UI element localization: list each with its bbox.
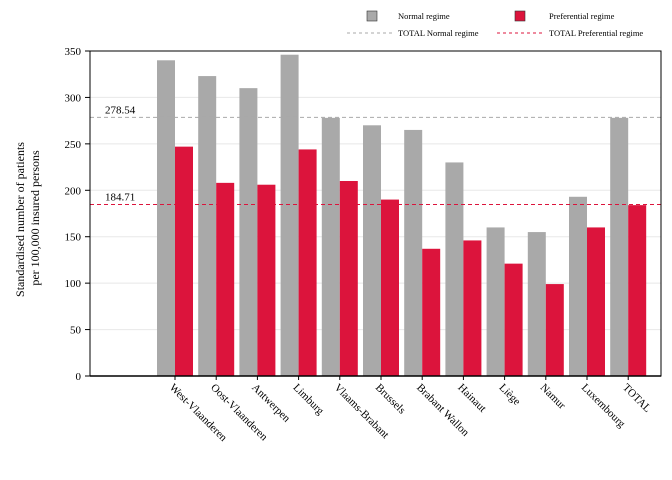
- bar-preferential: [257, 184, 276, 376]
- bar-normal: [486, 227, 505, 376]
- y-tick-label: 200: [65, 185, 82, 197]
- reference-line-label: 278.54: [105, 104, 136, 116]
- legend-label-preferential-regime: Preferential regime: [549, 11, 615, 21]
- bar-preferential: [298, 149, 317, 376]
- bar-normal: [157, 60, 175, 377]
- x-tick-label: Antwerpen: [249, 382, 292, 425]
- plot-area: 050100150200250300350West-VlaanderenOost…: [65, 46, 662, 444]
- bar-preferential: [587, 227, 605, 376]
- y-axis-title: Standardised number of patients per 100,…: [13, 139, 42, 297]
- x-tick-label: Hainaut: [455, 382, 488, 415]
- y-tick-label: 150: [65, 232, 82, 244]
- bar-normal: [280, 54, 299, 376]
- bar-preferential: [463, 240, 482, 376]
- y-tick-label: 100: [65, 278, 82, 290]
- bar-normal: [363, 125, 381, 377]
- x-tick-label: TOTAL: [620, 382, 653, 415]
- x-tick-label: Namur: [538, 382, 568, 412]
- bar-preferential: [216, 182, 235, 376]
- y-tick-label: 300: [65, 92, 82, 104]
- bar-preferential: [175, 146, 193, 376]
- bar-normal: [321, 117, 340, 376]
- y-tick-label: 0: [76, 371, 82, 383]
- y-axis-title-line-1: Standardised number of patients: [13, 142, 27, 297]
- legend-label-total-preferential-regime: TOTAL Preferential regime: [549, 28, 643, 38]
- bar-preferential: [628, 205, 647, 376]
- x-tick-label: Liège: [496, 382, 522, 408]
- bar-normal: [610, 117, 629, 376]
- bar-normal: [404, 129, 423, 376]
- bar-preferential: [339, 181, 358, 376]
- bar-preferential: [545, 284, 564, 376]
- bar-normal: [198, 76, 217, 377]
- x-tick-label: Limburg: [290, 382, 326, 418]
- bar-normal: [445, 162, 464, 376]
- y-axis-title-line-2: per 100,000 insured persons: [28, 150, 42, 286]
- y-tick-label: 350: [65, 46, 82, 58]
- bar-preferential: [504, 263, 523, 376]
- reference-line-label: 184.71: [105, 191, 135, 203]
- legend: Normal regime Preferential regime TOTAL …: [347, 10, 643, 38]
- legend-swatch-preferential-regime: [514, 10, 526, 22]
- y-tick-label: 50: [70, 325, 82, 337]
- bar-preferential: [381, 199, 399, 376]
- legend-label-total-normal-regime: TOTAL Normal regime: [398, 28, 479, 38]
- bar-normal: [239, 88, 258, 377]
- bar-preferential: [422, 248, 441, 376]
- bar-normal: [569, 196, 587, 376]
- bar-normal: [527, 232, 546, 376]
- x-tick-label: Brussels: [373, 382, 408, 417]
- legend-label-normal-regime: Normal regime: [398, 11, 450, 21]
- legend-swatch-normal-regime: [366, 10, 378, 22]
- y-tick-label: 250: [65, 139, 82, 151]
